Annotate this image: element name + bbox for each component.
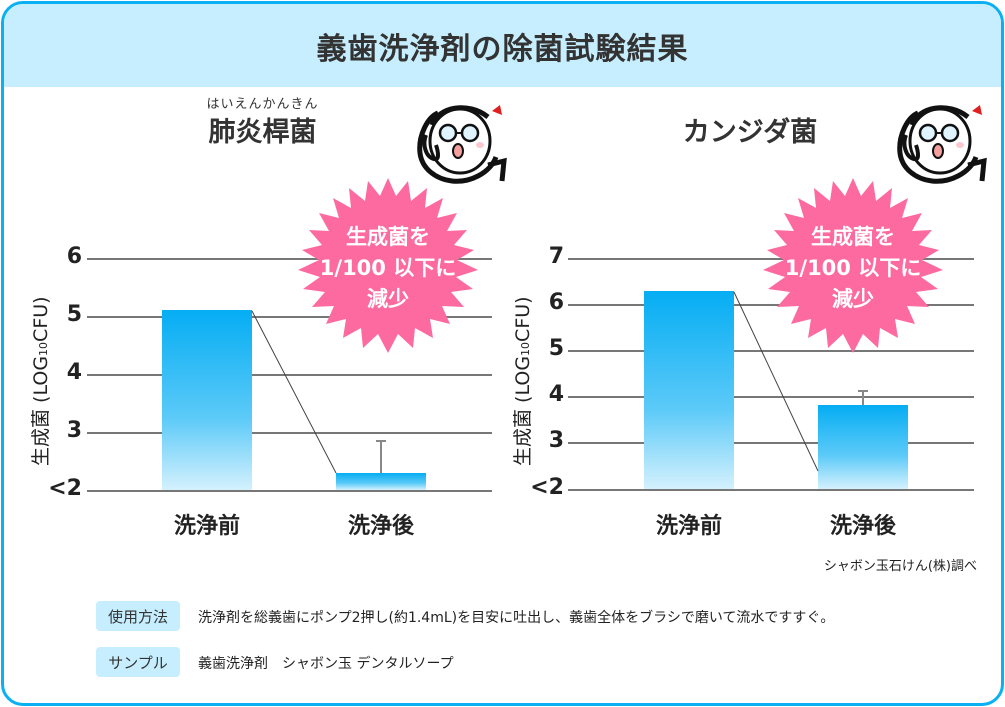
bar-after bbox=[336, 473, 426, 490]
gridline bbox=[568, 350, 974, 352]
burst-line: 減少 bbox=[367, 287, 409, 311]
gridline bbox=[568, 304, 974, 306]
x-label-after: 洗浄後 bbox=[829, 514, 896, 539]
burst-line: 1/100 以下に bbox=[784, 256, 922, 280]
usage-text: 洗浄剤を総義歯にポンプ2押し(約1.4mL)を目安に吐出し、義歯全体をブラシで磨… bbox=[198, 610, 835, 626]
burst-line: 減少 bbox=[832, 287, 874, 311]
bar-before bbox=[644, 291, 734, 489]
page-title: 義歯洗浄剤の除菌試験結果 bbox=[316, 31, 689, 67]
y-tick: 5 bbox=[66, 302, 82, 327]
gridline bbox=[87, 316, 492, 318]
burst-text: 生成菌を 1/100 以下に 減少 bbox=[298, 222, 478, 315]
mascot-icon bbox=[417, 105, 507, 184]
sample-text: 義歯洗浄剤 シャボン玉 デンタルソープ bbox=[198, 656, 454, 672]
gridline bbox=[568, 396, 974, 398]
x-label-before: 洗浄前 bbox=[173, 514, 240, 539]
y-tick: <2 bbox=[48, 476, 82, 501]
mascot-icon bbox=[897, 105, 987, 184]
gridline bbox=[87, 258, 492, 260]
error-bar bbox=[380, 441, 382, 473]
gridline bbox=[568, 258, 974, 260]
chart-title: カンジダ菌 bbox=[682, 117, 818, 148]
y-tick: 5 bbox=[548, 336, 564, 361]
burst-line: 生成菌を bbox=[811, 225, 895, 249]
error-bar-cap bbox=[858, 390, 868, 392]
sample-tag: サンプル bbox=[96, 647, 180, 677]
source-note: シャボン玉石けん(株)調べ bbox=[823, 559, 977, 574]
y-tick: 4 bbox=[548, 382, 564, 407]
usage-tag: 使用方法 bbox=[96, 601, 180, 631]
y-tick: 7 bbox=[548, 244, 564, 269]
x-axis bbox=[568, 489, 974, 491]
error-bar-cap bbox=[376, 440, 386, 442]
bar-after bbox=[818, 405, 908, 489]
y-tick: 6 bbox=[66, 244, 82, 269]
x-label-after: 洗浄後 bbox=[347, 514, 414, 539]
burst-text: 生成菌を 1/100 以下に 減少 bbox=[763, 222, 943, 315]
y-tick: <2 bbox=[530, 475, 564, 500]
header-bar: 義歯洗浄剤の除菌試験結果 bbox=[4, 4, 1001, 87]
y-tick: 4 bbox=[66, 360, 82, 385]
burst-line: 1/100 以下に bbox=[319, 256, 457, 280]
y-tick: 3 bbox=[66, 418, 82, 443]
chart-title-ruby: はいえんかんきん bbox=[206, 97, 319, 112]
bar-before bbox=[162, 310, 252, 490]
y-tick: 3 bbox=[548, 428, 564, 453]
x-axis bbox=[87, 490, 492, 492]
burst-line: 生成菌を bbox=[346, 225, 430, 249]
y-tick: 6 bbox=[548, 290, 564, 315]
gridline bbox=[87, 432, 492, 434]
chart-title: 肺炎桿菌 bbox=[208, 117, 317, 148]
starburst-badge-icon bbox=[763, 178, 943, 353]
gridline bbox=[87, 374, 492, 376]
error-bar bbox=[862, 391, 864, 405]
gridline bbox=[568, 442, 974, 444]
x-label-before: 洗浄前 bbox=[655, 514, 722, 539]
starburst-badge-icon bbox=[298, 178, 478, 353]
